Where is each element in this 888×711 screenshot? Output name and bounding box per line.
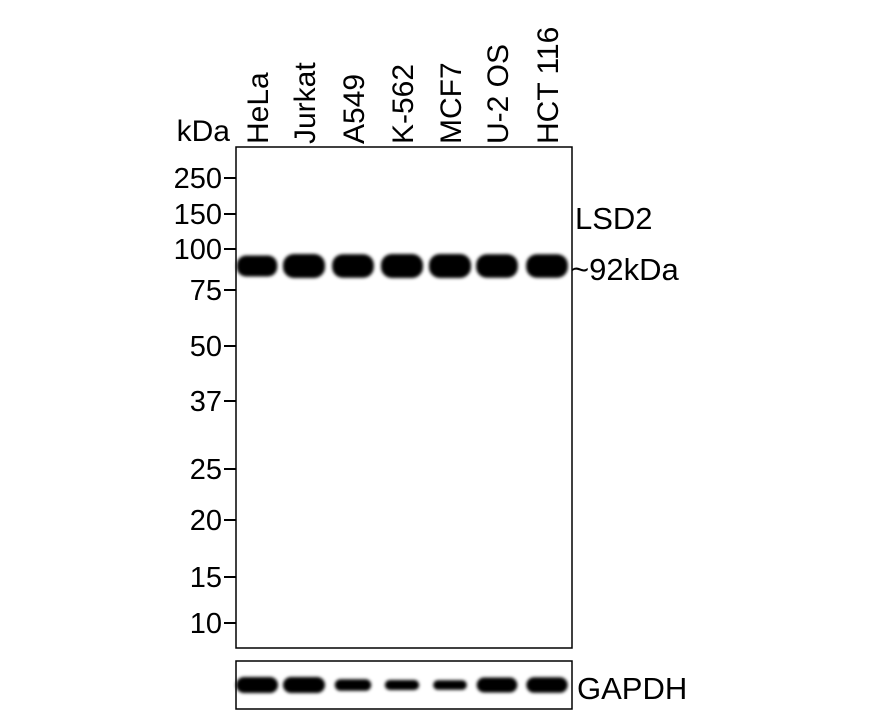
gapdh-band	[476, 677, 518, 693]
lane-labels: HeLa Jurkat A549 K-562 MCF7 U-2 OS HCT 116	[242, 27, 565, 144]
lsd2-band	[283, 254, 325, 278]
loading-control-name: GAPDH	[577, 671, 687, 706]
lsd2-band	[381, 254, 423, 278]
marker-label: 37	[190, 386, 222, 418]
marker-label: 75	[190, 275, 222, 307]
gapdh-band	[384, 680, 420, 690]
gapdh-band	[283, 677, 325, 693]
marker-label: 100	[174, 234, 222, 266]
lsd2-band	[236, 255, 278, 277]
gapdh-band	[526, 677, 568, 693]
target-size-label: ~92kDa	[571, 252, 679, 287]
lane-label: HeLa	[242, 72, 275, 144]
lane-label: A549	[338, 74, 371, 144]
target-name: LSD2	[575, 201, 653, 236]
gapdh-bands	[236, 677, 568, 693]
main-blot-panel	[235, 146, 573, 649]
gapdh-band	[334, 679, 372, 691]
marker-label: 50	[190, 331, 222, 363]
lsd2-bands	[236, 254, 568, 278]
gapdh-band	[433, 680, 467, 690]
lsd2-band	[332, 254, 374, 278]
lane-label: Jurkat	[289, 62, 322, 144]
marker-label: 20	[190, 505, 222, 537]
marker-label: 15	[190, 562, 222, 594]
lane-label: HCT 116	[532, 27, 565, 144]
marker-label: 150	[174, 199, 222, 231]
marker-label: 10	[190, 608, 222, 640]
marker-label: 25	[190, 454, 222, 486]
lsd2-band	[429, 254, 471, 278]
lane-label: U-2 OS	[482, 44, 515, 144]
lane-label: MCF7	[435, 62, 468, 144]
lsd2-band	[526, 254, 568, 278]
kda-label: kDa	[177, 115, 231, 148]
marker-label: 250	[174, 163, 222, 195]
gapdh-band	[236, 677, 278, 693]
lsd2-band	[476, 254, 518, 278]
lane-label: K-562	[387, 64, 420, 144]
